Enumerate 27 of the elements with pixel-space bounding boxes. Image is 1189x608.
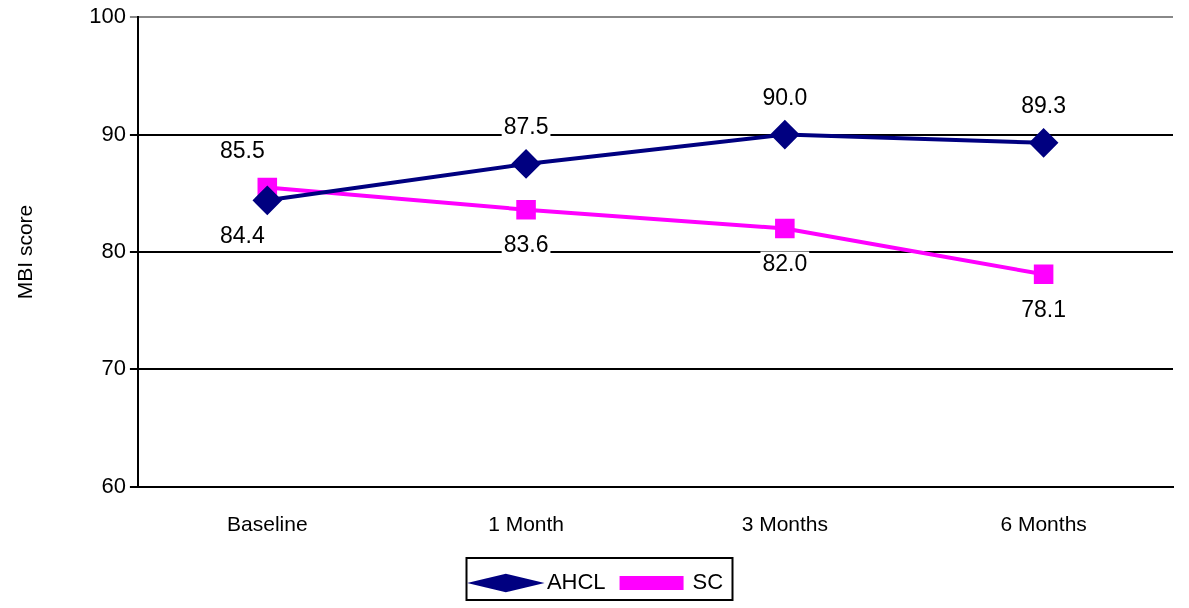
point: [775, 218, 795, 239]
data-label: 85.5: [219, 136, 265, 163]
data-label: 89.3: [1021, 92, 1066, 119]
x-tick-label: 1 Month: [488, 512, 565, 536]
data-label: 87.5: [503, 113, 549, 140]
x-tick-label: 6 Months: [1000, 512, 1087, 536]
data-label: 90.0: [762, 83, 808, 110]
x-tick-label: Baseline: [227, 512, 308, 536]
y-tick-label: 90: [101, 120, 126, 146]
data-label: 83.6: [503, 231, 549, 258]
y-axis-title: MBI score: [13, 204, 37, 300]
legend-label: AHCL: [546, 569, 606, 595]
x-tick-label: 3 Months: [741, 512, 829, 536]
y-tick-label: 60: [101, 472, 126, 498]
data-label: 82.0: [762, 249, 808, 276]
y-tick-label: 100: [89, 3, 126, 29]
data-label: 84.4: [219, 221, 265, 248]
point: [512, 149, 541, 178]
legend-label: SC: [692, 569, 724, 595]
y-tick-label: 70: [101, 355, 126, 381]
point: [770, 120, 799, 149]
y-tick-label: 80: [101, 238, 126, 264]
point: [253, 186, 282, 215]
data-label: 78.1: [1021, 295, 1066, 322]
point: [516, 199, 536, 220]
point: [1033, 264, 1054, 285]
point: [1029, 128, 1058, 157]
